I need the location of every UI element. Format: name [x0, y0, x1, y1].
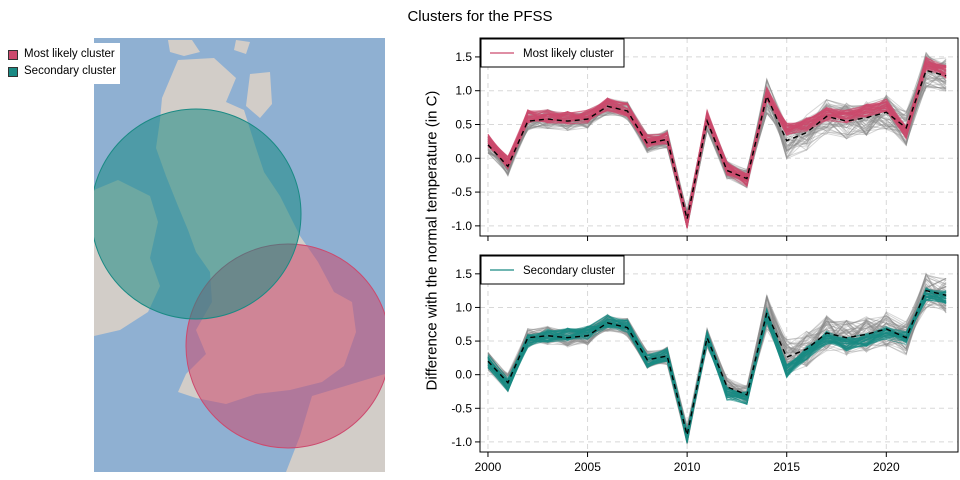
y-tick-label: 1.0 — [455, 84, 472, 98]
panel-top: -1.0 -0.5 0.0 0.5 1.0 1.5 Most likely cluster — [451, 37, 959, 241]
map-legend: Most likely cluster Secondary cluster — [4, 43, 121, 84]
background-series-line — [487, 56, 947, 215]
cluster-series-line — [487, 289, 947, 431]
y-tick-label: 1.5 — [455, 50, 472, 64]
background-series-line — [487, 57, 947, 212]
panel-legend: Secondary cluster — [480, 255, 625, 285]
mean-series-line — [487, 69, 947, 220]
background-series-line — [487, 58, 947, 215]
legend-item-most-likely: Most likely cluster — [8, 46, 116, 63]
plot-frame — [479, 37, 959, 237]
legend-label-secondary: Secondary cluster — [24, 65, 117, 77]
y-tick-label: -0.5 — [451, 401, 472, 415]
x-tick-label: 2005 — [574, 460, 601, 474]
legend-label-most-likely: Most likely cluster — [24, 48, 115, 60]
y-tick-label: 1.0 — [455, 300, 472, 314]
y-tick-label: 0.5 — [455, 334, 472, 348]
legend-swatch-secondary — [8, 66, 18, 77]
y-tick-label: -0.5 — [451, 185, 472, 199]
y-tick-label: 0.0 — [455, 368, 472, 382]
background-series-line — [487, 290, 947, 435]
legend-label: Most likely cluster — [523, 48, 614, 60]
mean-series-line — [487, 289, 947, 436]
panel-bottom: -1.0 -0.5 0.0 0.5 1.0 1.5 2000 2005 2010 2015 2020… — [451, 254, 959, 474]
panel-legend: Most likely cluster — [480, 38, 625, 68]
cluster-series-line — [487, 63, 947, 220]
y-tick-label: 0.0 — [455, 151, 472, 165]
legend-swatch-most-likely — [8, 49, 18, 60]
background-series-line — [487, 58, 947, 214]
cluster-series-line — [487, 62, 947, 222]
x-tick-label: 2020 — [873, 460, 900, 474]
chart-title: Clusters for the PFSS — [407, 8, 553, 25]
background-series-line — [487, 276, 947, 426]
y-tick-label: -1.0 — [451, 435, 472, 449]
plot-frame — [479, 254, 959, 453]
cluster-series-line — [487, 293, 947, 438]
legend-label: Secondary cluster — [523, 265, 615, 277]
cluster-series-line — [487, 290, 947, 437]
y-tick-label: 0.5 — [455, 117, 472, 131]
x-tick-label: 2000 — [475, 460, 502, 474]
map-land-islands — [168, 40, 272, 118]
legend-item-secondary: Secondary cluster — [8, 63, 116, 80]
y-tick-label: -1.0 — [451, 219, 472, 233]
secondary-cluster-circle — [94, 108, 302, 320]
background-series-line — [487, 60, 947, 217]
background-series-line — [487, 53, 947, 212]
cluster-series-line — [487, 60, 947, 217]
x-tick-label: 2010 — [674, 460, 701, 474]
x-tick-label: 2015 — [773, 460, 800, 474]
y-tick-label: 1.5 — [455, 267, 472, 281]
background-series-line — [487, 273, 947, 427]
background-series-line — [487, 52, 947, 215]
background-series-line — [487, 272, 947, 431]
background-series-line — [487, 292, 947, 443]
